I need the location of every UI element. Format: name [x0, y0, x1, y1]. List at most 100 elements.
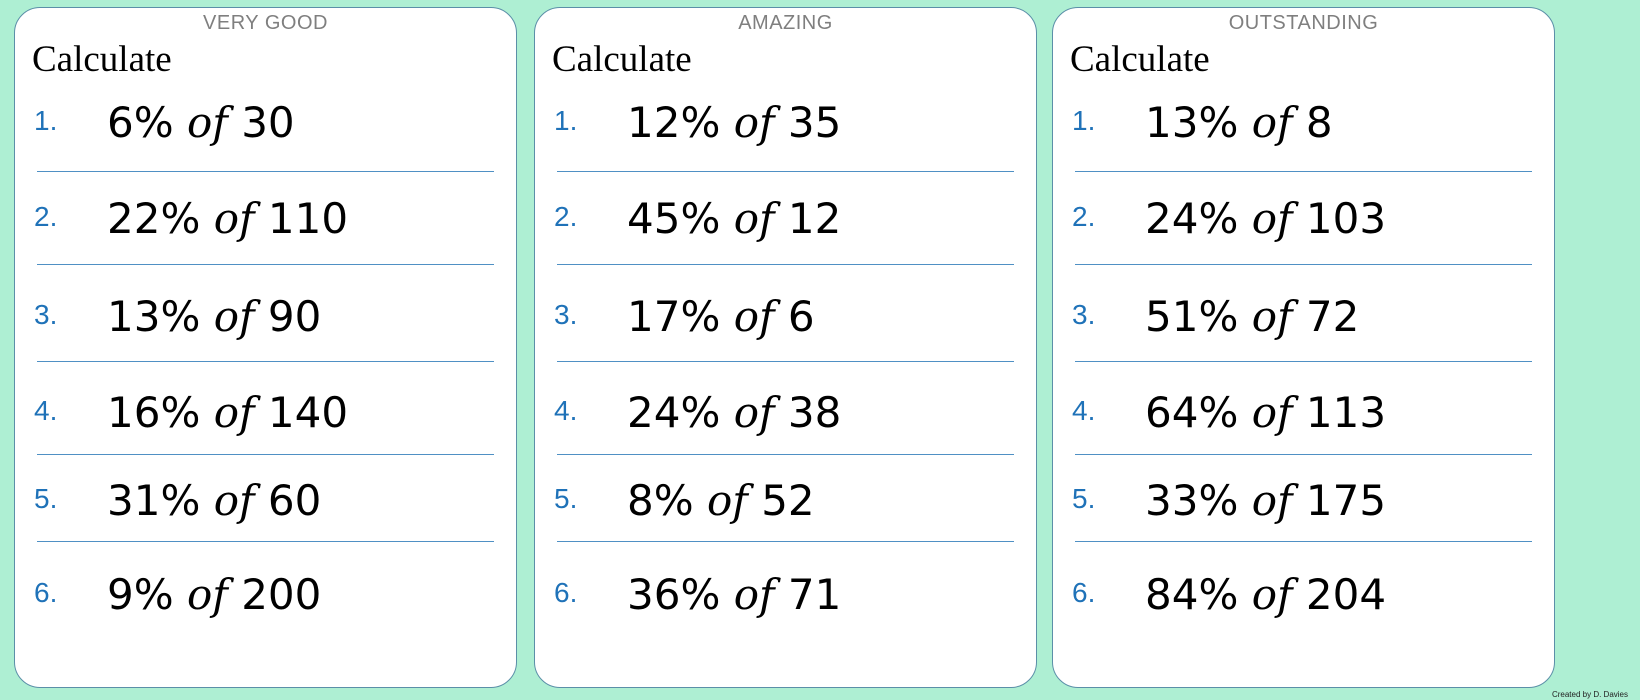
question-number: 2. — [1072, 201, 1096, 232]
question-number: 1. — [554, 105, 578, 136]
question-percent: 33% — [1145, 476, 1239, 525]
question-of-word: of — [213, 388, 255, 437]
question-percent: 64% — [1145, 388, 1239, 437]
question-value: 52 — [761, 476, 815, 525]
question-expression: 8% of 52 — [627, 476, 815, 525]
question-value: 6 — [787, 292, 815, 341]
card-level-label: AMAZING — [738, 12, 833, 34]
question-of-word: of — [733, 292, 775, 341]
card-amazing: AMAZING Calculate 1. 12% of 35 2. 45% of 12 3.… — [534, 7, 1037, 688]
question-percent: 22% — [107, 194, 201, 243]
card-heading: Calculate — [1070, 39, 1210, 80]
card-level-label: OUTSTANDING — [1228, 12, 1379, 34]
question-expression: 13% of 90 — [107, 292, 321, 341]
question-value: 8 — [1305, 98, 1333, 147]
question-percent: 45% — [627, 194, 721, 243]
question-expression: 36% of 71 — [627, 570, 841, 619]
question-value: 204 — [1305, 570, 1387, 619]
question-value: 72 — [1305, 292, 1360, 341]
question-percent: 13% — [1145, 98, 1239, 147]
card-outstanding: OUTSTANDING Calculate 1. 13% of 8 2. 24% of 1… — [1052, 7, 1555, 688]
question-expression: 16% of 140 — [107, 388, 348, 437]
question-divider — [557, 264, 1014, 265]
question-percent: 36% — [627, 570, 721, 619]
question-number: 6. — [1072, 577, 1096, 608]
question-expression: 51% of 72 — [1145, 292, 1359, 341]
question-number: 4. — [1072, 395, 1096, 426]
card-level-label: VERY GOOD — [203, 12, 328, 34]
question-expression: 22% of 110 — [107, 194, 348, 243]
question-percent: 13% — [107, 292, 201, 341]
question-divider — [557, 361, 1014, 362]
question-of-word: of — [213, 194, 255, 243]
question-expression: 84% of 204 — [1145, 570, 1386, 619]
question-divider — [37, 454, 494, 455]
question-value: 30 — [241, 98, 295, 147]
question-divider — [557, 171, 1014, 172]
question-percent: 24% — [627, 388, 721, 437]
question-value: 12 — [787, 194, 842, 243]
credit-text: Created by D. Davies — [1551, 690, 1628, 699]
question-of-word: of — [1251, 98, 1293, 147]
question-percent: 31% — [107, 476, 201, 525]
question-divider — [37, 541, 494, 542]
question-number: 2. — [554, 201, 578, 232]
card-heading: Calculate — [552, 39, 692, 80]
question-number: 3. — [34, 299, 58, 330]
question-expression: 33% of 175 — [1145, 476, 1386, 525]
question-expression: 31% of 60 — [107, 476, 321, 525]
question-divider — [557, 454, 1014, 455]
question-of-word: of — [187, 570, 228, 619]
question-number: 4. — [34, 395, 58, 426]
question-value: 35 — [787, 98, 842, 147]
question-percent: 17% — [627, 292, 721, 341]
question-of-word: of — [733, 388, 775, 437]
question-of-word: of — [1251, 476, 1293, 525]
question-value: 200 — [241, 570, 322, 619]
question-number: 4. — [554, 395, 578, 426]
question-expression: 24% of 38 — [627, 388, 841, 437]
question-of-word: of — [707, 476, 748, 525]
question-value: 103 — [1305, 194, 1387, 243]
question-value: 113 — [1305, 388, 1387, 437]
question-value: 175 — [1305, 476, 1387, 525]
question-divider — [37, 361, 494, 362]
question-percent: 16% — [107, 388, 201, 437]
question-expression: 12% of 35 — [627, 98, 841, 147]
question-divider — [1075, 541, 1532, 542]
question-percent: 84% — [1145, 570, 1239, 619]
question-number: 3. — [1072, 299, 1096, 330]
question-percent: 12% — [627, 98, 721, 147]
question-divider — [557, 541, 1014, 542]
question-number: 5. — [34, 483, 58, 514]
question-expression: 6% of 30 — [107, 98, 295, 147]
question-expression: 64% of 113 — [1145, 388, 1386, 437]
question-number: 5. — [554, 483, 578, 514]
question-of-word: of — [213, 292, 255, 341]
question-divider — [1075, 454, 1532, 455]
question-percent: 8% — [627, 476, 694, 525]
question-expression: 24% of 103 — [1145, 194, 1386, 243]
question-of-word: of — [213, 476, 255, 525]
question-divider — [1075, 171, 1532, 172]
question-expression: 17% of 6 — [627, 292, 815, 341]
question-value: 140 — [267, 388, 349, 437]
question-number: 6. — [554, 577, 578, 608]
question-of-word: of — [1251, 194, 1293, 243]
question-of-word: of — [733, 194, 775, 243]
question-divider — [1075, 361, 1532, 362]
question-value: 38 — [787, 388, 842, 437]
question-value: 60 — [267, 476, 322, 525]
question-expression: 9% of 200 — [107, 570, 321, 619]
question-expression: 13% of 8 — [1145, 98, 1333, 147]
question-value: 90 — [267, 292, 322, 341]
question-value: 71 — [787, 570, 842, 619]
question-divider — [37, 171, 494, 172]
question-divider — [37, 264, 494, 265]
card-very-good: VERY GOOD Calculate 1. 6% of 30 2. 22% of 110… — [14, 7, 517, 688]
question-number: 3. — [554, 299, 578, 330]
question-of-word: of — [1251, 292, 1293, 341]
question-of-word: of — [733, 570, 775, 619]
question-number: 1. — [1072, 105, 1096, 136]
question-divider — [1075, 264, 1532, 265]
